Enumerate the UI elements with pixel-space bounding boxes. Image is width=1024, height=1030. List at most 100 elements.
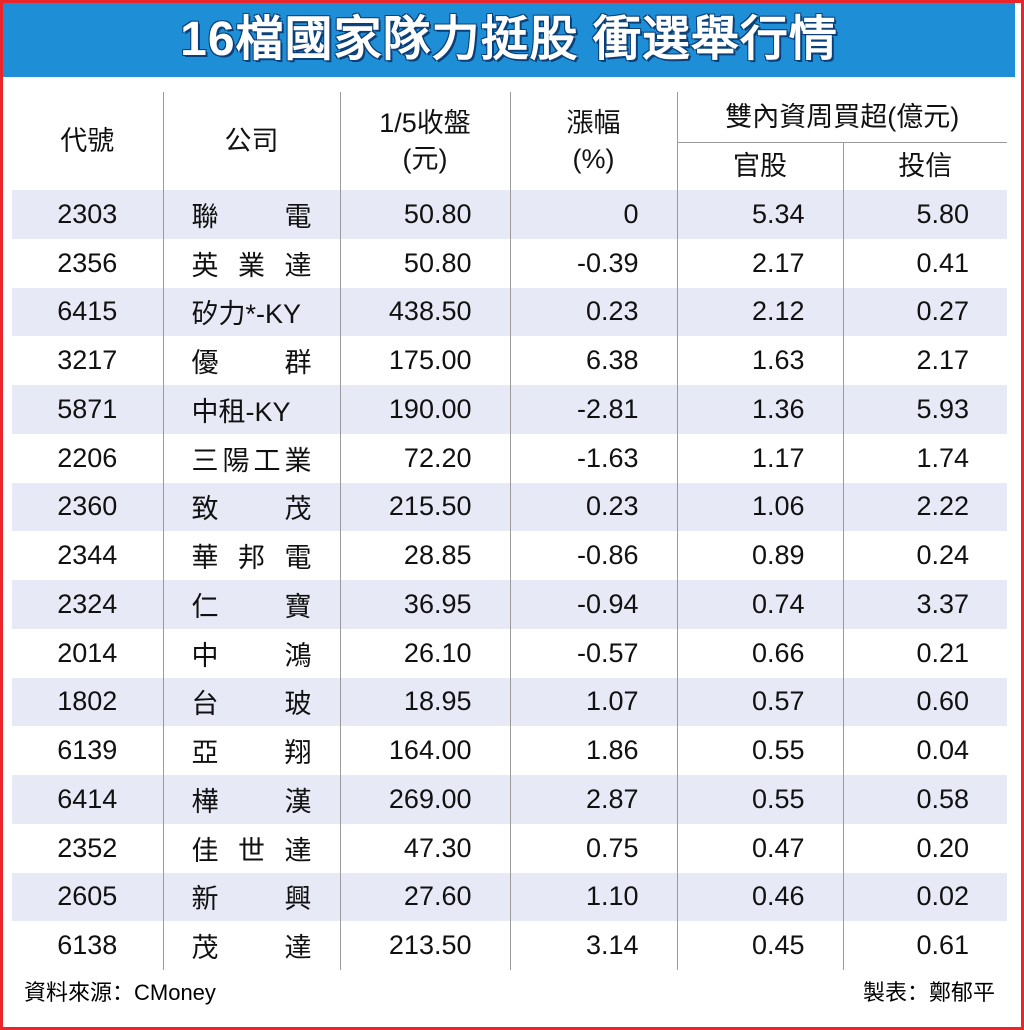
number-cell: 50.80 — [339, 238, 510, 288]
code-cell: 6414 — [57, 783, 118, 814]
code-cell: 3217 — [57, 345, 118, 376]
number-cell: 0.75 — [509, 823, 677, 873]
code-cell: 2360 — [57, 491, 118, 522]
header-cell: 投信 — [842, 142, 1007, 190]
code-cell: 1802 — [57, 686, 118, 717]
table-row: 6414 樺漢 269.00 2.87 0.55 0.58 — [12, 775, 1007, 824]
table-row: 2206 三陽工業 72.20 -1.63 1.17 1.74 — [12, 433, 1007, 483]
number-cell: 27.60 — [339, 872, 510, 922]
company-cell: 優群 — [162, 336, 340, 385]
number-cell: 1.63 — [676, 336, 843, 385]
header-cell: 1/5收盤 (元) — [339, 92, 510, 190]
company-cell: 仁寶 — [162, 580, 340, 629]
header-cell: 雙內資周買超(億元) — [676, 92, 1007, 143]
code-cell: 2324 — [57, 588, 118, 619]
number-cell: 36.95 — [339, 580, 510, 629]
company-cell: 三陽工業 — [162, 433, 340, 483]
table-row: 2605 新興 27.60 1.10 0.46 0.02 — [12, 872, 1007, 922]
company-cell: 茂達 — [162, 921, 340, 970]
number-cell: 0.57 — [676, 677, 843, 727]
number-cell: 0.58 — [842, 775, 1007, 824]
code-cell: 5871 — [57, 393, 118, 424]
number-cell: 1.74 — [842, 433, 1007, 483]
number-cell: 2.87 — [509, 775, 677, 824]
number-cell: -2.81 — [509, 385, 677, 434]
number-cell: 72.20 — [339, 433, 510, 483]
number-cell: 0.04 — [842, 726, 1007, 775]
number-cell: 50.80 — [339, 190, 510, 239]
table-header: 代號 公司 1/5收盤 (元) 漲幅 (%) 雙內資周買超(億元) 官股 投信 — [12, 92, 1007, 190]
company-name: 致茂 — [191, 494, 312, 525]
table-row: 2014 中鴻 26.10 -0.57 0.66 0.21 — [12, 628, 1007, 678]
number-cell: 18.95 — [339, 677, 510, 727]
table-row: 2352 佳世達 47.30 0.75 0.47 0.20 — [12, 823, 1007, 873]
number-cell: 0.60 — [842, 677, 1007, 727]
number-cell: 2.17 — [842, 336, 1007, 385]
company-name: 亞翔 — [191, 738, 312, 769]
table-row: 2360 致茂 215.50 0.23 1.06 2.22 — [12, 482, 1007, 532]
company-cell: 中租-KY — [162, 385, 340, 434]
number-cell: 0.23 — [509, 287, 677, 337]
footer: 資料來源：CMoney 製表：鄭郁平 — [12, 970, 1007, 1016]
number-cell: 0.47 — [676, 823, 843, 873]
company-cell: 英業達 — [162, 238, 340, 288]
company-name: 英業達 — [191, 250, 312, 281]
number-cell: 1.07 — [509, 677, 677, 727]
header-line: (%) — [572, 144, 615, 174]
number-cell: 0 — [509, 190, 677, 239]
table-row: 3217 優群 175.00 6.38 1.63 2.17 — [12, 336, 1007, 385]
table-row: 2324 仁寶 36.95 -0.94 0.74 3.37 — [12, 580, 1007, 629]
table-row: 5871 中租-KY 190.00 -2.81 1.36 5.93 — [12, 385, 1007, 434]
number-cell: 0.61 — [842, 921, 1007, 970]
code-cell: 2303 — [57, 198, 118, 229]
table-body: 2303 聯電 50.80 0 5.34 5.80 2356 英業達 50.80 -0.39 2.1… — [12, 190, 1007, 970]
code-cell: 2014 — [57, 637, 118, 668]
number-cell: 5.93 — [842, 385, 1007, 434]
company-cell: 台玻 — [162, 677, 340, 727]
company-cell: 矽力*-KY — [162, 287, 340, 337]
number-cell: 0.02 — [842, 872, 1007, 922]
number-cell: 28.85 — [339, 531, 510, 580]
number-cell: 190.00 — [339, 385, 510, 434]
company-name: 仁寶 — [191, 591, 312, 622]
company-cell: 華邦電 — [162, 531, 340, 580]
company-name: 佳世達 — [191, 835, 312, 866]
code-cell: 6138 — [57, 930, 118, 961]
code-cell: 2356 — [57, 247, 118, 278]
number-cell: 0.89 — [676, 531, 843, 580]
company-name: 中鴻 — [191, 640, 312, 671]
header-cell: 代號 — [60, 126, 115, 156]
number-cell: 215.50 — [339, 482, 510, 532]
author: 製表：鄭郁平 — [862, 980, 995, 1005]
table-row: 1802 台玻 18.95 1.07 0.57 0.60 — [12, 677, 1007, 727]
company-cell: 佳世達 — [162, 823, 340, 873]
source: 資料來源：CMoney — [24, 980, 216, 1005]
header-cell: 官股 — [676, 142, 843, 190]
header-line: 1/5收盤 — [379, 108, 471, 138]
company-name: 茂達 — [191, 933, 312, 964]
number-cell: 0.74 — [676, 580, 843, 629]
company-name: 中租-KY — [191, 396, 291, 427]
header-line: (元) — [402, 144, 448, 174]
company-name: 樺漢 — [191, 786, 312, 817]
number-cell: 2.17 — [676, 238, 843, 288]
code-cell: 2605 — [57, 881, 118, 912]
number-cell: 0.23 — [509, 482, 677, 532]
number-cell: 0.21 — [842, 628, 1007, 678]
number-cell: 269.00 — [339, 775, 510, 824]
number-cell: -1.63 — [509, 433, 677, 483]
number-cell: 6.38 — [509, 336, 677, 385]
number-cell: 3.14 — [509, 921, 677, 970]
number-cell: 0.20 — [842, 823, 1007, 873]
company-cell: 新興 — [162, 872, 340, 922]
table-row: 2356 英業達 50.80 -0.39 2.17 0.41 — [12, 238, 1007, 288]
company-cell: 樺漢 — [162, 775, 340, 824]
company-cell: 聯電 — [162, 190, 340, 239]
number-cell: 0.55 — [676, 775, 843, 824]
number-cell: 0.45 — [676, 921, 843, 970]
table-row: 6415 矽力*-KY 438.50 0.23 2.12 0.27 — [12, 287, 1007, 337]
company-name: 三陽工業 — [191, 445, 312, 476]
company-cell: 致茂 — [162, 482, 340, 532]
company-name: 優群 — [191, 348, 312, 379]
